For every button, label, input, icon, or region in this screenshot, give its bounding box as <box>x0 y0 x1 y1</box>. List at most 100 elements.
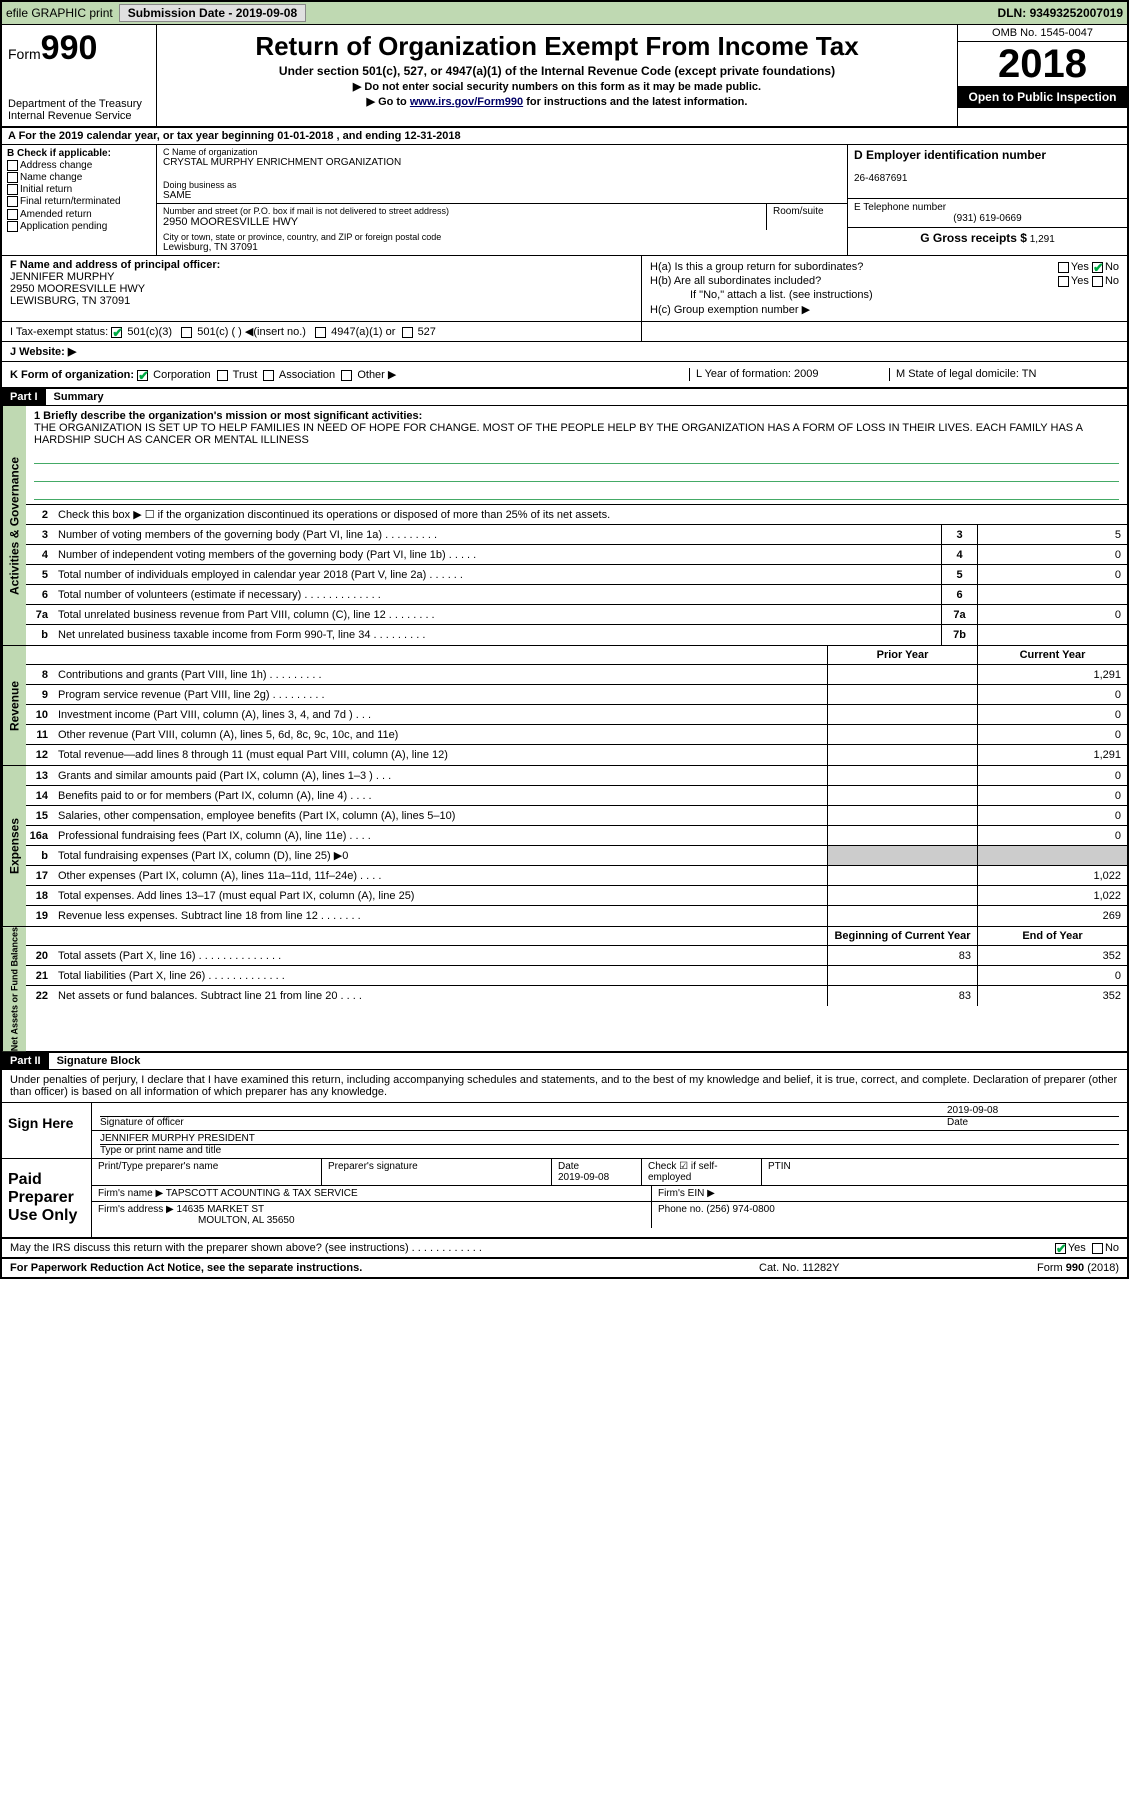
sign-here-block: Sign Here 2019-09-08 Signature of office… <box>2 1103 1127 1159</box>
discuss-yes[interactable] <box>1055 1243 1066 1254</box>
line-17: 17Other expenses (Part IX, column (A), l… <box>26 866 1127 886</box>
state-domicile: M State of legal domicile: TN <box>889 368 1119 381</box>
part2-header: Part II Signature Block <box>2 1053 1127 1070</box>
col-b-hdr: B Check if applicable: <box>7 148 111 159</box>
line-3: 3Number of voting members of the governi… <box>26 525 1127 545</box>
col-d-ein: D Employer identification number 26-4687… <box>847 145 1127 255</box>
cb-address-change[interactable]: Address change <box>7 160 151 171</box>
ha-yes[interactable] <box>1058 262 1069 273</box>
col-f-officer: F Name and address of principal officer:… <box>2 256 642 321</box>
section-revenue: Revenue Prior YearCurrent Year 8Contribu… <box>2 646 1127 766</box>
ein-row: D Employer identification number 26-4687… <box>848 145 1127 199</box>
submission-date-btn[interactable]: Submission Date - 2019-09-08 <box>119 4 306 22</box>
paid-preparer-block: Paid Preparer Use Only Print/Type prepar… <box>2 1159 1127 1239</box>
cb-501c[interactable] <box>181 327 192 338</box>
discuss-row: May the IRS discuss this return with the… <box>2 1239 1127 1259</box>
line-16a: 16aProfessional fundraising fees (Part I… <box>26 826 1127 846</box>
row-j-website: J Website: ▶ <box>2 342 1127 362</box>
prep-row-2: Firm's name ▶ TAPSCOTT ACOUNTING & TAX S… <box>92 1186 1127 1202</box>
cb-other[interactable] <box>341 370 352 381</box>
year-formation: L Year of formation: 2009 <box>689 368 889 381</box>
cb-initial-return[interactable]: Initial return <box>7 184 151 195</box>
header-left: Form990 Department of the Treasury Inter… <box>2 25 157 126</box>
line-4: 4Number of independent voting members of… <box>26 545 1127 565</box>
h-b-note: If "No," attach a list. (see instruction… <box>650 289 1119 301</box>
h-a: H(a) Is this a group return for subordin… <box>650 261 1119 273</box>
cb-amended-return[interactable]: Amended return <box>7 209 151 220</box>
side-rev: Revenue <box>2 646 26 765</box>
part1-label: Part I <box>2 389 46 405</box>
footer: For Paperwork Reduction Act Notice, see … <box>2 1259 1127 1277</box>
sig-officer-row: 2019-09-08 Signature of officerDate <box>92 1103 1127 1131</box>
line-10: 10Investment income (Part VIII, column (… <box>26 705 1127 725</box>
cb-corp[interactable] <box>137 370 148 381</box>
topbar: efile GRAPHIC print Submission Date - 20… <box>2 2 1127 25</box>
line-19: 19Revenue less expenses. Subtract line 1… <box>26 906 1127 926</box>
declaration: Under penalties of perjury, I declare th… <box>2 1070 1127 1103</box>
line-14: 14Benefits paid to or for members (Part … <box>26 786 1127 806</box>
cb-501c3[interactable] <box>111 327 122 338</box>
col-b-checkboxes: B Check if applicable: Address change Na… <box>2 145 157 255</box>
h-b: H(b) Are all subordinates included? Yes … <box>650 275 1119 287</box>
ssn-warning: ▶ Do not enter social security numbers o… <box>165 80 949 93</box>
omb-number: OMB No. 1545-0047 <box>958 25 1127 42</box>
line-13: 13Grants and similar amounts paid (Part … <box>26 766 1127 786</box>
tel-row: E Telephone number (931) 619-0669 <box>848 199 1127 228</box>
line-11: 11Other revenue (Part VIII, column (A), … <box>26 725 1127 745</box>
form-ref: Form 990 (2018) <box>959 1262 1119 1274</box>
street-row: Number and street (or P.O. box if mail i… <box>157 204 847 230</box>
room-suite: Room/suite <box>767 204 847 230</box>
cb-assoc[interactable] <box>263 370 274 381</box>
part2-title: Signature Block <box>49 1053 149 1069</box>
cb-trust[interactable] <box>217 370 228 381</box>
line-16b: bTotal fundraising expenses (Part IX, co… <box>26 846 1127 866</box>
cb-527[interactable] <box>402 327 413 338</box>
city-row: City or town, state or province, country… <box>157 230 847 255</box>
line-7a: 7aTotal unrelated business revenue from … <box>26 605 1127 625</box>
cb-4947[interactable] <box>315 327 326 338</box>
section-net-assets: Net Assets or Fund Balances Beginning of… <box>2 927 1127 1053</box>
cb-name-change[interactable]: Name change <box>7 172 151 183</box>
line-22: 22Net assets or fund balances. Subtract … <box>26 986 1127 1006</box>
gross-row: G Gross receipts $ 1,291 <box>848 228 1127 248</box>
section-ag: Activities & Governance 1 Briefly descri… <box>2 406 1127 646</box>
row-a-tax-year: A For the 2019 calendar year, or tax yea… <box>2 128 1127 145</box>
na-hdr-cols: Beginning of Current YearEnd of Year <box>26 927 1127 946</box>
part2-label: Part II <box>2 1053 49 1069</box>
cb-final-return[interactable]: Final return/terminated <box>7 196 151 207</box>
paid-preparer-label: Paid Preparer Use Only <box>2 1159 92 1237</box>
row-k-form-org: K Form of organization: Corporation Trus… <box>2 362 1127 389</box>
open-public: Open to Public Inspection <box>958 86 1127 108</box>
section-expenses: Expenses 13Grants and similar amounts pa… <box>2 766 1127 927</box>
line-9: 9Program service revenue (Part VIII, lin… <box>26 685 1127 705</box>
side-exp: Expenses <box>2 766 26 926</box>
ha-no[interactable] <box>1092 262 1103 273</box>
rev-hdr-cols: Prior YearCurrent Year <box>26 646 1127 665</box>
line-6: 6Total number of volunteers (estimate if… <box>26 585 1127 605</box>
cb-app-pending[interactable]: Application pending <box>7 221 151 232</box>
side-ag: Activities & Governance <box>2 406 26 645</box>
form-title: Return of Organization Exempt From Incom… <box>165 31 949 62</box>
header-right: OMB No. 1545-0047 2018 Open to Public In… <box>957 25 1127 126</box>
part1-header: Part I Summary <box>2 389 1127 406</box>
header: Form990 Department of the Treasury Inter… <box>2 25 1127 128</box>
col-c-org-info: C Name of organization CRYSTAL MURPHY EN… <box>157 145 847 255</box>
block-bcd: B Check if applicable: Address change Na… <box>2 145 1127 256</box>
form-990-page: efile GRAPHIC print Submission Date - 20… <box>0 0 1129 1279</box>
block-fh: F Name and address of principal officer:… <box>2 256 1127 322</box>
line-15: 15Salaries, other compensation, employee… <box>26 806 1127 826</box>
discuss-no[interactable] <box>1092 1243 1103 1254</box>
form-subtitle: Under section 501(c), 527, or 4947(a)(1)… <box>165 64 949 78</box>
header-mid: Return of Organization Exempt From Incom… <box>157 25 957 126</box>
hb-yes[interactable] <box>1058 276 1069 287</box>
hb-no[interactable] <box>1092 276 1103 287</box>
line-20: 20Total assets (Part X, line 16) . . . .… <box>26 946 1127 966</box>
line-12: 12Total revenue—add lines 8 through 11 (… <box>26 745 1127 765</box>
irs-link[interactable]: www.irs.gov/Form990 <box>410 96 523 108</box>
row-i-tax-status: I Tax-exempt status: 501(c)(3) 501(c) ( … <box>2 322 1127 342</box>
dept-treasury: Department of the Treasury <box>8 98 150 110</box>
org-name-row: C Name of organization CRYSTAL MURPHY EN… <box>157 145 847 204</box>
line-21: 21Total liabilities (Part X, line 26) . … <box>26 966 1127 986</box>
irs-label: Internal Revenue Service <box>8 110 150 122</box>
col-h-group: H(a) Is this a group return for subordin… <box>642 256 1127 321</box>
